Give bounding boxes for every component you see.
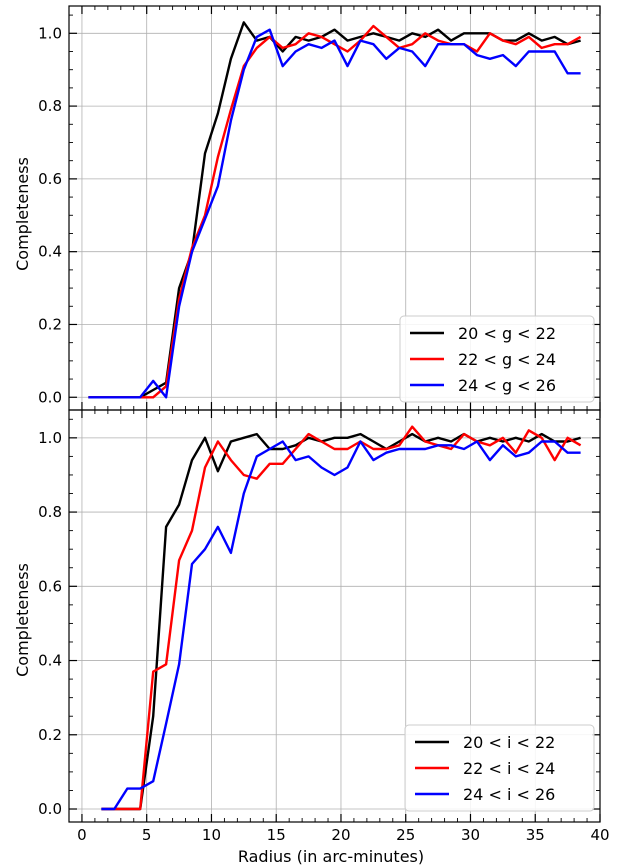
y-tick-label: 0.6 [38, 577, 62, 595]
plot-frame [68, 409, 601, 823]
y-tick-label: 0.0 [38, 388, 62, 406]
panel-g-band: 0.0 0.2 0.4 0.6 0.8 1.0 Completeness 20 < g < 2… [13, 5, 601, 411]
legend-label: 22 < i < 24 [463, 759, 555, 778]
x-tick-label: 30 [461, 826, 480, 844]
y-tick-label: 0.4 [38, 243, 62, 261]
y-tick-label: 0.2 [38, 315, 62, 333]
series-line-g-2 [88, 24, 582, 399]
x-axis-title: Radius (in arc-minutes) [238, 847, 424, 866]
x-tick-label: 20 [331, 826, 350, 844]
x-tick-label: 10 [202, 826, 221, 844]
legend-label: 20 < g < 22 [458, 324, 556, 343]
y-tick-label: 0.6 [38, 170, 62, 188]
y-tick-label: 1.0 [38, 429, 62, 447]
legend-label: 22 < g < 24 [458, 350, 556, 369]
legend-label: 24 < g < 26 [458, 376, 556, 395]
y-tick-label: 0.8 [38, 503, 62, 521]
x-tick-label: 40 [590, 826, 609, 844]
y-tick-label: 0.0 [38, 800, 62, 818]
x-tick-label: 25 [396, 826, 415, 844]
series-line-i-1 [101, 432, 581, 811]
y-axis-title: Completeness [13, 157, 32, 271]
x-tick-label: 35 [526, 826, 545, 844]
panel-i-band: 0.0 0.2 0.4 0.6 0.8 1.0 0 5 10 15 20 25 30 35 40 Comple… [13, 409, 610, 844]
x-tick-label: 0 [77, 826, 87, 844]
series-line-i-3 [101, 440, 581, 811]
x-tick-label: 15 [267, 826, 286, 844]
x-tick-label: 5 [142, 826, 152, 844]
y-tick-label: 0.4 [38, 652, 62, 670]
y-axis-title: Completeness [13, 563, 32, 677]
y-tick-label: 1.0 [38, 24, 62, 42]
legend-label: 20 < i < 22 [463, 733, 555, 752]
series-line-i-2 [101, 425, 582, 811]
y-tick-label: 0.2 [38, 726, 62, 744]
legend-label: 24 < i < 26 [463, 785, 555, 804]
series-line-g-3 [88, 28, 581, 399]
legend-box [399, 315, 595, 403]
y-tick-label: 0.8 [38, 97, 62, 115]
legend-box [404, 724, 595, 812]
